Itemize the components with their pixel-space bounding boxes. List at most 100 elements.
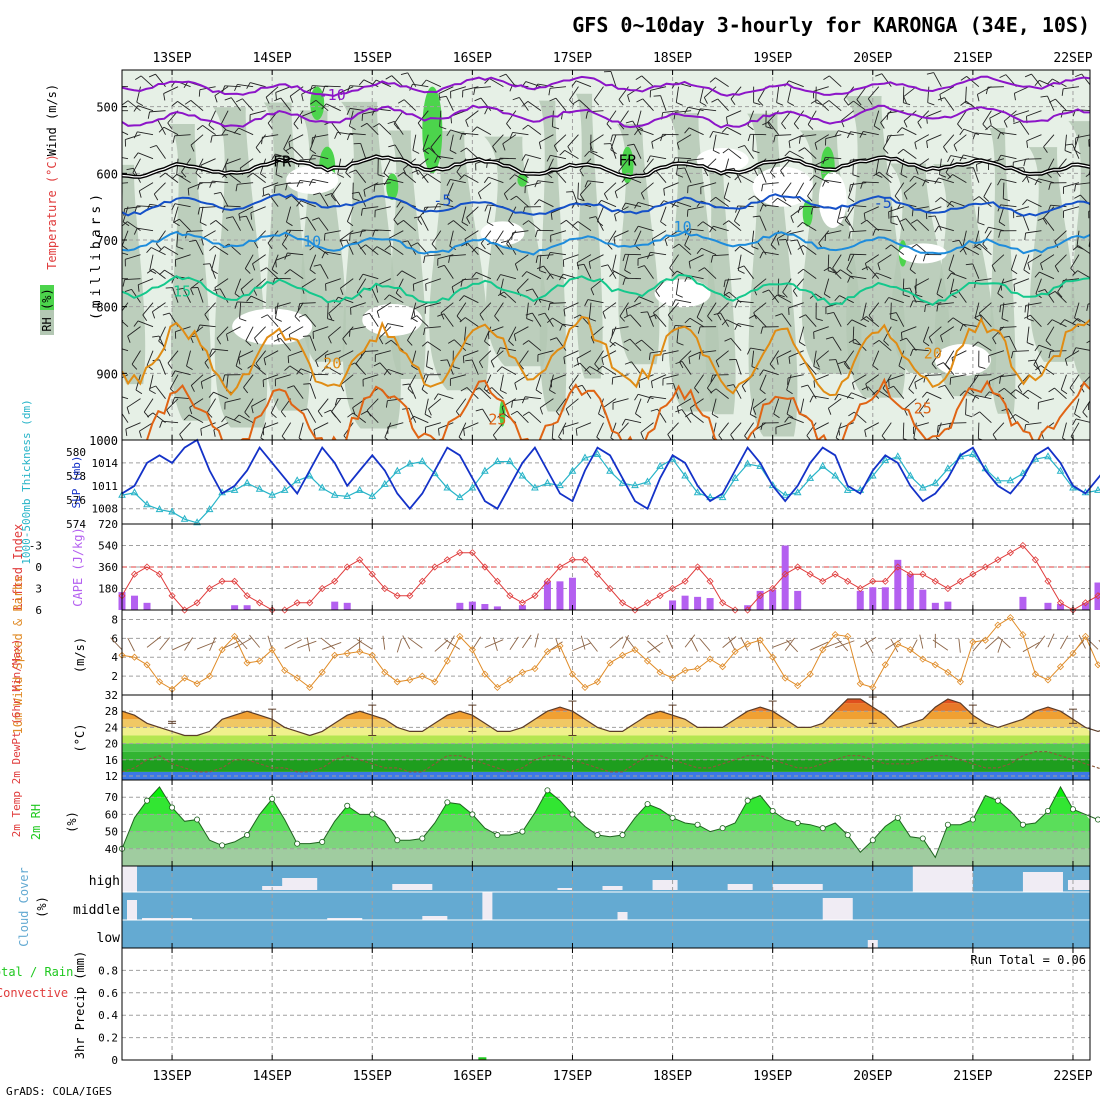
wind-barb bbox=[804, 147, 817, 159]
wind-barb-flag bbox=[834, 393, 839, 401]
wind-barb-flag bbox=[607, 243, 613, 250]
wind-barb-flag bbox=[651, 141, 654, 149]
wind-barb-flag bbox=[847, 254, 851, 262]
rh2m-point bbox=[344, 802, 351, 809]
wind-barb bbox=[951, 200, 967, 208]
wind-barb bbox=[717, 302, 729, 315]
wind-barb-flag bbox=[327, 318, 335, 322]
wind-barb bbox=[491, 387, 504, 399]
wind-barb bbox=[238, 127, 254, 136]
chart-title: GFS 0~10day 3-hourly for KARONGA (34E, 1… bbox=[572, 13, 1090, 37]
wind-barb-flag bbox=[1010, 351, 1014, 359]
rh-mid-column bbox=[122, 164, 146, 385]
wind-barb-flag bbox=[1026, 342, 1034, 346]
wind-barb-flag bbox=[722, 291, 730, 297]
cape-bar bbox=[1019, 596, 1027, 610]
wind-barb-flag bbox=[225, 164, 227, 172]
wind10m-barb bbox=[1022, 641, 1040, 653]
wind-barb bbox=[552, 317, 567, 328]
wind10m-point bbox=[256, 657, 264, 665]
wind-barb bbox=[190, 374, 204, 386]
thickness-point bbox=[718, 493, 727, 501]
thickness-point bbox=[893, 452, 902, 460]
thickness-point bbox=[180, 514, 189, 522]
wind10m-barb bbox=[932, 639, 949, 651]
wind-barb bbox=[739, 174, 754, 184]
wind-barb-flag bbox=[698, 267, 705, 272]
rh2m-point bbox=[894, 814, 901, 821]
rh2m-point bbox=[794, 820, 801, 827]
wind-barb-flag bbox=[559, 150, 566, 156]
cloud-patch bbox=[482, 892, 493, 920]
wind-barb bbox=[179, 218, 191, 231]
wind-barb-flag bbox=[640, 311, 648, 314]
thickness-point bbox=[906, 471, 915, 479]
wind10m-point bbox=[456, 632, 464, 640]
wind10m-barb bbox=[297, 640, 317, 649]
wind-barb-flag bbox=[285, 183, 288, 191]
wind-barb bbox=[200, 422, 216, 430]
lifted-index-point bbox=[806, 570, 814, 578]
wind-barb bbox=[387, 178, 404, 184]
wind-barb bbox=[137, 227, 154, 232]
rh2m-point bbox=[919, 835, 926, 842]
wind-barb-flag bbox=[171, 203, 176, 211]
wind-barb bbox=[437, 203, 454, 208]
wind-barb-flag bbox=[997, 132, 1001, 140]
wind-barb bbox=[549, 86, 566, 89]
wind-barb bbox=[137, 105, 154, 112]
cloud-patch bbox=[912, 866, 973, 892]
wind-barb-flag bbox=[351, 191, 359, 194]
wind-barb bbox=[612, 326, 629, 330]
wind-barb-flag bbox=[463, 428, 465, 436]
wind-barb bbox=[514, 174, 529, 184]
rh-dry-spot bbox=[934, 344, 991, 376]
wind-barb-flag bbox=[111, 184, 112, 191]
wind10m-point bbox=[381, 668, 389, 676]
wind-barb-flag bbox=[601, 264, 609, 268]
wind-barb bbox=[374, 182, 391, 186]
wind-barb-flag bbox=[625, 120, 633, 124]
wind10m-point bbox=[318, 668, 326, 676]
wind-barb bbox=[690, 398, 704, 409]
wind-barb-flag bbox=[133, 105, 139, 112]
thick-tick-label: 574 bbox=[66, 518, 86, 531]
thickness-point bbox=[868, 471, 877, 479]
wind-barb-flag bbox=[263, 358, 267, 366]
cape-bar bbox=[756, 590, 764, 610]
wind-barb-flag bbox=[806, 435, 811, 440]
wind-barb bbox=[389, 245, 404, 256]
wind-barb bbox=[393, 206, 404, 220]
wind-barb bbox=[300, 110, 316, 118]
pressure-tick-label: 600 bbox=[96, 167, 118, 181]
wind-barb-flag bbox=[723, 280, 726, 288]
wind-barb-flag bbox=[148, 73, 156, 78]
wind-barb-flag bbox=[184, 99, 192, 105]
wind-barb bbox=[634, 230, 642, 246]
wind-barb bbox=[881, 422, 892, 437]
wind-barb bbox=[528, 340, 542, 352]
wind-barb-flag bbox=[509, 174, 515, 180]
wind-barb bbox=[403, 220, 417, 232]
wind-barb-flag bbox=[597, 365, 603, 372]
wind-barb bbox=[250, 295, 266, 304]
wind-barb bbox=[403, 172, 417, 184]
wind-barb bbox=[788, 416, 804, 424]
thickness-point bbox=[506, 457, 514, 465]
wind-barb bbox=[1054, 387, 1067, 400]
lifted-index-point bbox=[944, 584, 952, 593]
wind10m-barb bbox=[684, 634, 696, 648]
wind-barb-flag bbox=[287, 385, 294, 389]
precip-tick-label: 0.6 bbox=[98, 987, 118, 1000]
wind-barb bbox=[678, 243, 692, 256]
wind-barb-flag bbox=[1048, 290, 1056, 296]
wind-barb-flag bbox=[619, 315, 625, 322]
wind-barb-flag bbox=[514, 263, 519, 271]
wind-barb-flag bbox=[660, 134, 664, 142]
wind-barb bbox=[667, 422, 679, 435]
rh-mid-column bbox=[341, 101, 401, 429]
wind-barb-flag bbox=[284, 252, 288, 260]
wind-barb bbox=[998, 206, 1005, 223]
wind-barb bbox=[309, 383, 317, 399]
wind-barb-flag bbox=[623, 338, 631, 343]
